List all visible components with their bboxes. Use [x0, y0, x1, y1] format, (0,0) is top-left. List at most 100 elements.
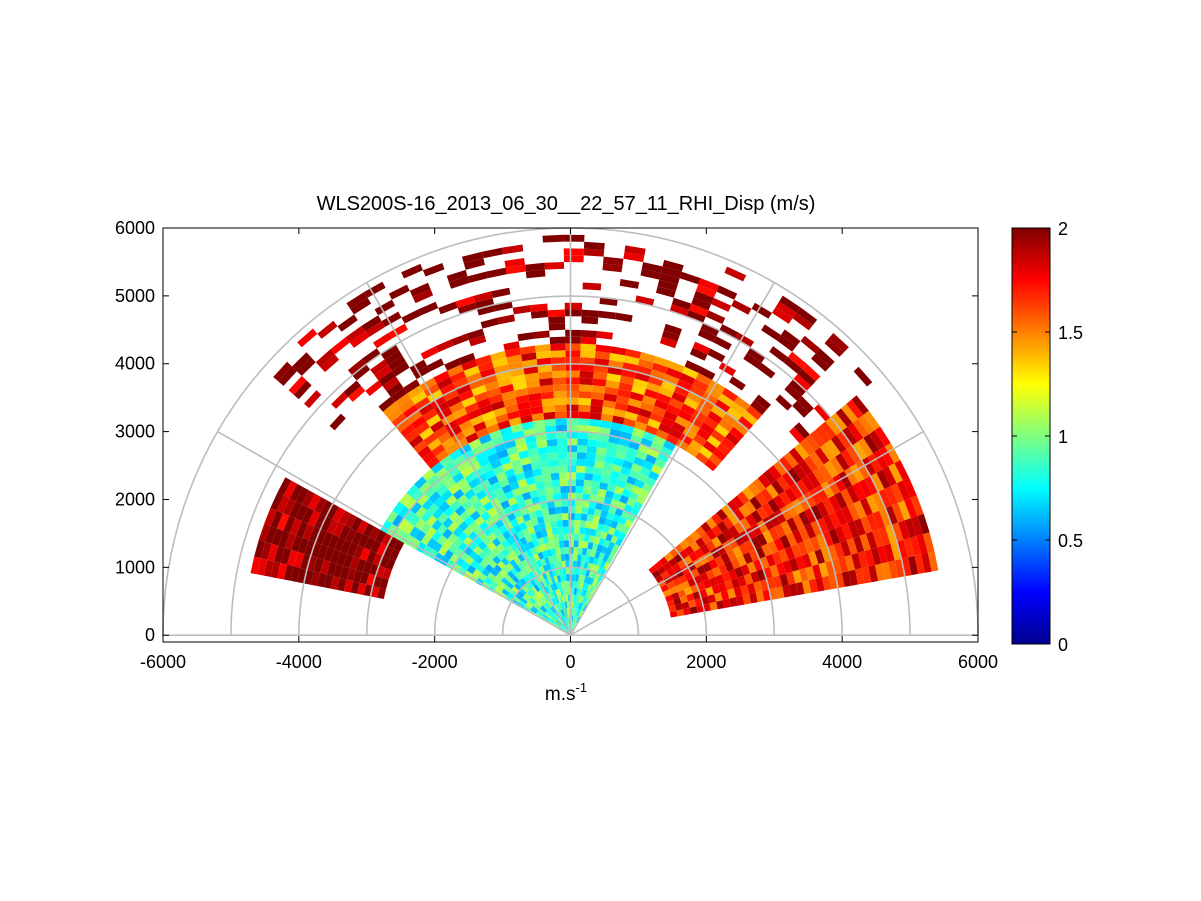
heatmap-cell — [841, 426, 858, 446]
heatmap-cell — [796, 307, 818, 325]
heatmap-cell — [596, 558, 603, 567]
heatmap-cell — [407, 410, 423, 424]
heatmap-cell — [572, 608, 575, 616]
heatmap-cell — [689, 606, 698, 614]
heatmap-cell — [685, 534, 696, 546]
heatmap-cell — [580, 554, 587, 562]
heatmap-cell — [840, 488, 854, 507]
heatmap-cell — [762, 516, 775, 531]
heatmap-cell — [621, 525, 630, 535]
heatmap-cell — [386, 382, 404, 397]
heatmap-cell — [794, 443, 810, 460]
heatmap-cell — [289, 501, 302, 519]
heatmap-cell — [812, 564, 822, 579]
heatmap-cell — [573, 547, 579, 555]
heatmap-cell — [431, 530, 443, 542]
heatmap-cell — [553, 493, 561, 501]
heatmap-cell — [494, 442, 507, 453]
heatmap-cell — [656, 452, 670, 464]
heatmap-cell — [760, 488, 774, 503]
heatmap-cell — [432, 541, 443, 553]
heatmap-cell — [534, 509, 543, 518]
heatmap-cell — [872, 491, 886, 511]
heatmap-cell — [532, 561, 539, 570]
heatmap-cell — [567, 472, 577, 480]
heatmap-cell — [704, 551, 715, 562]
heatmap-cell — [498, 477, 510, 488]
heatmap-cell — [357, 534, 370, 548]
heatmap-cell — [478, 456, 491, 468]
heatmap-cell — [595, 529, 603, 538]
heatmap-cell — [576, 445, 588, 453]
heatmap-cell — [616, 444, 629, 454]
heatmap-cell — [832, 474, 847, 492]
heatmap-cell — [573, 553, 578, 561]
heatmap-cell — [521, 528, 530, 537]
heatmap-cell — [440, 489, 453, 502]
heatmap-cell — [330, 337, 350, 355]
heatmap-cell — [427, 548, 438, 560]
heatmap-cell — [540, 529, 548, 538]
heatmap-cell — [293, 380, 312, 400]
heatmap-cell — [431, 443, 446, 457]
x-axis-label-main: m.s — [545, 684, 576, 705]
heatmap-cell — [436, 484, 449, 497]
heatmap-cell — [537, 610, 544, 616]
heatmap-cell — [416, 493, 429, 507]
heatmap-cell — [321, 531, 333, 547]
heatmap-cell — [596, 447, 607, 456]
heatmap-cell — [330, 576, 340, 590]
heatmap-cell — [593, 565, 600, 573]
heatmap-cell — [506, 410, 521, 420]
heatmap-cell — [521, 421, 534, 431]
heatmap-cell — [595, 344, 612, 353]
heatmap-cell — [513, 556, 522, 565]
heatmap-cell — [376, 543, 388, 556]
heatmap-cell — [390, 387, 408, 403]
heatmap-cell — [646, 382, 662, 393]
heatmap-cell — [572, 622, 576, 629]
heatmap-cell — [533, 593, 540, 601]
heatmap-cell — [505, 403, 519, 414]
heatmap-cell — [639, 488, 650, 499]
heatmap-cell — [387, 536, 399, 549]
heatmap-cell — [656, 392, 672, 405]
heatmap-cell — [532, 468, 543, 477]
heatmap-cell — [464, 402, 479, 414]
heatmap-cell — [547, 309, 565, 317]
heatmap-cell — [528, 511, 537, 520]
heatmap-cell — [595, 453, 606, 462]
heatmap-cell — [616, 479, 627, 489]
heatmap-cell — [637, 358, 654, 370]
heatmap-cell — [558, 618, 563, 625]
heatmap-cell — [603, 496, 613, 506]
heatmap-cell — [779, 573, 789, 587]
heatmap-cell — [577, 547, 583, 555]
heatmap-cell — [695, 284, 717, 298]
heatmap-cell — [533, 474, 544, 484]
heatmap-cell — [487, 541, 497, 551]
heatmap-cell — [568, 519, 575, 527]
heatmap-cell — [634, 421, 648, 432]
heatmap-cell — [388, 323, 408, 339]
heatmap-cell — [870, 547, 882, 565]
heatmap-cell — [712, 448, 727, 462]
heatmap-cell — [397, 518, 410, 531]
heatmap-cell — [586, 576, 592, 585]
heatmap-cell — [436, 376, 453, 390]
heatmap-cell — [566, 574, 570, 582]
heatmap-cell — [587, 432, 599, 441]
heatmap-cell — [795, 555, 806, 570]
heatmap-cell — [774, 509, 787, 524]
heatmap-cell — [692, 409, 708, 423]
heatmap-cell — [551, 363, 566, 372]
heatmap-cell — [580, 330, 598, 338]
heatmap-cell — [773, 537, 785, 552]
y-tick-label: 1000 — [115, 557, 155, 577]
heatmap-cell — [742, 486, 755, 501]
heatmap-cell — [733, 533, 745, 546]
heatmap-cell — [532, 539, 540, 548]
heatmap-cell — [829, 456, 845, 475]
colorbar-tick-label: 0 — [1058, 635, 1068, 655]
heatmap-cell — [538, 453, 549, 462]
